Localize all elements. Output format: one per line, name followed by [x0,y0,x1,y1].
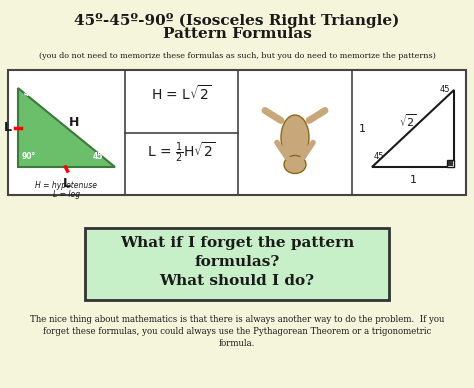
Text: 1: 1 [410,175,417,185]
Ellipse shape [284,156,306,173]
Text: The nice thing about mathematics is that there is always another way to do the p: The nice thing about mathematics is that… [30,315,444,324]
Text: forget these formulas, you could always use the Pythagorean Theorem or a trigono: forget these formulas, you could always … [43,327,431,336]
Bar [447,160,454,167]
Text: $\sqrt{2}$: $\sqrt{2}$ [399,112,417,129]
Text: Pattern Formulas: Pattern Formulas [163,27,311,41]
Text: L = $\frac{1}{2}$H$\sqrt{2}$: L = $\frac{1}{2}$H$\sqrt{2}$ [147,140,216,164]
Text: H = hypotenuse: H = hypotenuse [36,181,98,190]
Text: 45: 45 [374,152,384,161]
Text: 90°: 90° [22,152,36,161]
Text: 45: 45 [440,85,450,94]
Ellipse shape [281,115,309,160]
Text: formulas?: formulas? [194,255,280,269]
Text: 45º-45º-90º (Isosceles Right Triangle): 45º-45º-90º (Isosceles Right Triangle) [74,13,400,28]
Text: L: L [4,121,12,134]
Polygon shape [372,90,454,167]
Text: (you do not need to memorize these formulas as such, but you do need to memorize: (you do not need to memorize these formu… [38,52,436,60]
Text: L: L [63,177,71,190]
Bar [448,161,453,166]
Text: 45°: 45° [24,89,38,98]
Text: What if I forget the pattern: What if I forget the pattern [120,236,354,250]
Text: 1: 1 [358,123,365,133]
Text: H: H [69,116,80,129]
Text: 45°: 45° [93,152,107,161]
Polygon shape [18,88,115,167]
Text: L = leg: L = leg [53,190,80,199]
Text: H = L$\sqrt{2}$: H = L$\sqrt{2}$ [151,84,212,103]
Bar [8,70,466,195]
Text: What should I do?: What should I do? [159,274,315,288]
Bar [85,228,389,300]
Text: formula.: formula. [219,339,255,348]
